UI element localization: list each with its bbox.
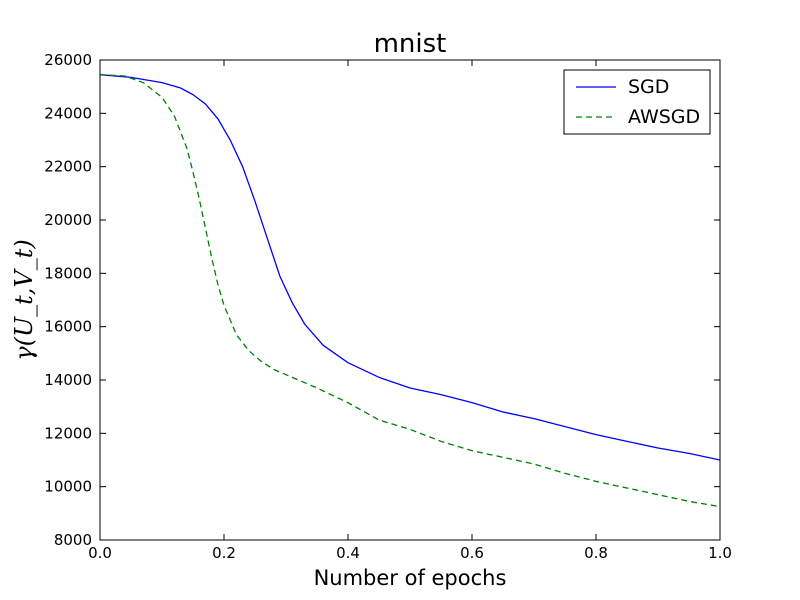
- y-tick-label: 10000: [44, 478, 92, 496]
- y-tick-label: 20000: [44, 211, 92, 229]
- y-tick-label: 24000: [44, 104, 92, 122]
- y-tick-labels: 8000 10000 12000 14000 16000 18000 20000 22000 2…: [44, 51, 92, 549]
- plot-background: [100, 60, 720, 540]
- x-tick-label: 0.4: [336, 544, 360, 562]
- series-line-sgd: [99, 74, 721, 461]
- chart-title: mnist: [374, 29, 447, 59]
- y-axis-label: γ(U_t,V_t): [10, 239, 38, 361]
- y-tick-label: 16000: [44, 318, 92, 336]
- x-tick-label: 0.8: [584, 544, 608, 562]
- y-tick-label: 22000: [44, 158, 92, 176]
- plot-lines: [99, 74, 721, 508]
- axis-ticks: [99, 59, 721, 541]
- x-tick-label: 0.6: [460, 544, 484, 562]
- y-tick-label: 26000: [44, 51, 92, 69]
- series-line-awsgd: [99, 74, 721, 508]
- x-tick-label: 1.0: [708, 544, 732, 562]
- legend: SGD AWSGD: [563, 69, 711, 135]
- x-tick-label: 0.0: [88, 544, 112, 562]
- y-tick-label: 14000: [44, 371, 92, 389]
- legend-label-sgd: SGD: [628, 76, 669, 98]
- legend-box: [563, 69, 711, 135]
- x-tick-labels: 0.0 0.2 0.4 0.6 0.8 1.0: [88, 544, 732, 562]
- x-tick-label: 0.2: [212, 544, 236, 562]
- y-tick-label: 18000: [44, 264, 92, 282]
- plot-frame: [99, 59, 721, 541]
- y-tick-label: 12000: [44, 424, 92, 442]
- legend-label-awsgd: AWSGD: [628, 106, 700, 128]
- x-axis-label: Number of epochs: [314, 566, 507, 590]
- y-tick-label: 8000: [54, 531, 92, 549]
